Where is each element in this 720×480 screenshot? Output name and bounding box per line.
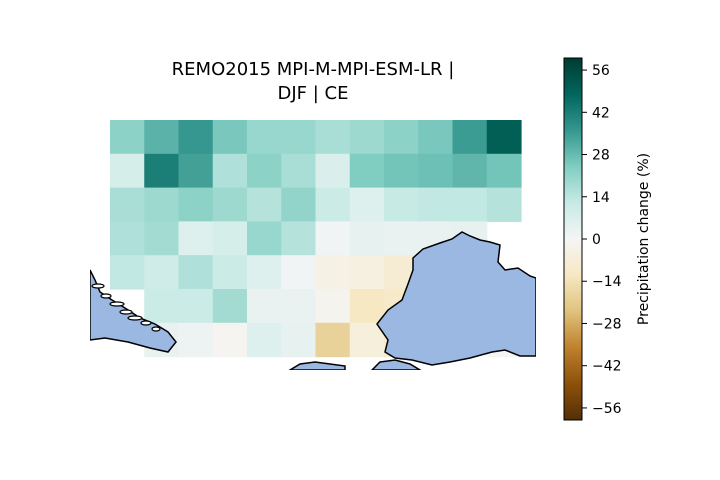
colorbar-tick-label: −14 — [592, 274, 622, 290]
grid-cell — [384, 221, 419, 256]
grid-cell — [144, 221, 180, 256]
colorbar-label: Precipitation change (%) — [636, 153, 652, 325]
grid-cell — [281, 153, 317, 189]
grid-cell — [110, 187, 145, 222]
grid-cell — [486, 153, 522, 189]
grid-cell — [349, 322, 385, 358]
grid-cell — [247, 322, 282, 358]
grid-cell — [418, 153, 454, 189]
island-shape — [100, 293, 112, 299]
grid-cell — [212, 255, 248, 290]
aegean-sea-shape — [288, 361, 346, 370]
grid-cell — [281, 187, 317, 222]
colorbar-tick-label: 0 — [592, 232, 601, 248]
grid-cell — [384, 153, 419, 189]
chart-title-line-1: REMO2015 MPI-M-MPI-ESM-LR | — [171, 59, 455, 80]
grid-cell — [247, 120, 282, 155]
grid-cell — [247, 221, 282, 256]
grid-cell — [247, 255, 282, 290]
grid-cell — [144, 289, 180, 324]
grid-cell — [281, 120, 317, 155]
grid-cell — [315, 221, 351, 256]
colorbar-gradient — [563, 57, 583, 421]
grid-cell — [144, 187, 180, 222]
adriatic-islands — [91, 283, 161, 332]
grid-cell — [418, 187, 454, 222]
grid-cell — [212, 322, 248, 358]
grid-cell — [178, 221, 214, 256]
grid-cell — [315, 289, 351, 324]
grid-cell — [247, 153, 282, 189]
grid-cell — [384, 120, 419, 155]
grid-cell — [349, 255, 385, 290]
island-shape — [109, 301, 125, 307]
grid-cell — [281, 289, 317, 324]
grid-cell — [315, 255, 351, 290]
grid-cell — [281, 255, 317, 290]
grid-cell — [144, 255, 180, 290]
colorbar-tick-label: 14 — [592, 190, 610, 206]
grid-cell — [486, 187, 522, 222]
grid-cell — [315, 153, 351, 189]
grid-cell — [247, 187, 282, 222]
colorbar-tick-label: 28 — [592, 148, 610, 164]
grid-cell — [212, 187, 248, 222]
island-shape — [140, 320, 152, 326]
grid-cell — [349, 289, 385, 324]
grid-cell — [178, 153, 214, 189]
marmara-sea-shape — [370, 359, 422, 370]
grid-cell — [315, 322, 351, 358]
colorbar-tick-label: 56 — [592, 63, 610, 79]
colorbar-tick-label: 42 — [592, 105, 610, 121]
grid-cell — [281, 322, 317, 358]
grid-cell — [212, 153, 248, 189]
grid-cell — [144, 120, 180, 155]
grid-cell — [349, 187, 385, 222]
island-shape — [127, 315, 143, 321]
grid-cell — [178, 187, 214, 222]
grid-cell — [144, 153, 180, 189]
chart-title: REMO2015 MPI-M-MPI-ESM-LR | DJF | CE — [110, 58, 516, 106]
colorbar-ticks: −56 −42 −28 −14 0 14 28 42 56 — [582, 63, 622, 417]
grid-cell — [212, 289, 248, 324]
grid-cell — [315, 187, 351, 222]
colorbar-tick-label: −56 — [592, 401, 622, 417]
colorbar: −56 −42 −28 −14 0 14 28 42 56 Precipitation chan… — [563, 57, 652, 421]
grid-cell — [110, 120, 145, 155]
grid-cell — [349, 120, 385, 155]
grid-cell — [452, 153, 488, 189]
grid-cell — [178, 322, 214, 358]
grid-cell — [178, 120, 214, 155]
grid-cell — [452, 120, 488, 155]
grid-cell — [384, 187, 419, 222]
grid-cell — [418, 120, 454, 155]
island-shape — [151, 326, 161, 332]
grid-cell — [110, 153, 145, 189]
black-sea-shape — [376, 231, 536, 366]
grid-cell — [349, 221, 385, 256]
grid-cell — [281, 221, 317, 256]
chart-title-line-2: DJF | CE — [277, 83, 349, 104]
grid-cell — [247, 289, 282, 324]
grid-cell — [110, 221, 145, 256]
grid-cell — [452, 187, 488, 222]
grid-cell — [178, 289, 214, 324]
grid-cell — [315, 120, 351, 155]
grid-cell — [110, 255, 145, 290]
grid-cell — [349, 153, 385, 189]
colorbar-tick-label: −28 — [592, 316, 622, 332]
grid-cell — [212, 120, 248, 155]
grid-cell — [178, 255, 214, 290]
island-shape — [119, 309, 133, 315]
island-shape — [91, 283, 105, 289]
colorbar-tick-label: −42 — [592, 359, 622, 375]
grid-cell — [212, 221, 248, 256]
grid-cell — [486, 120, 522, 155]
